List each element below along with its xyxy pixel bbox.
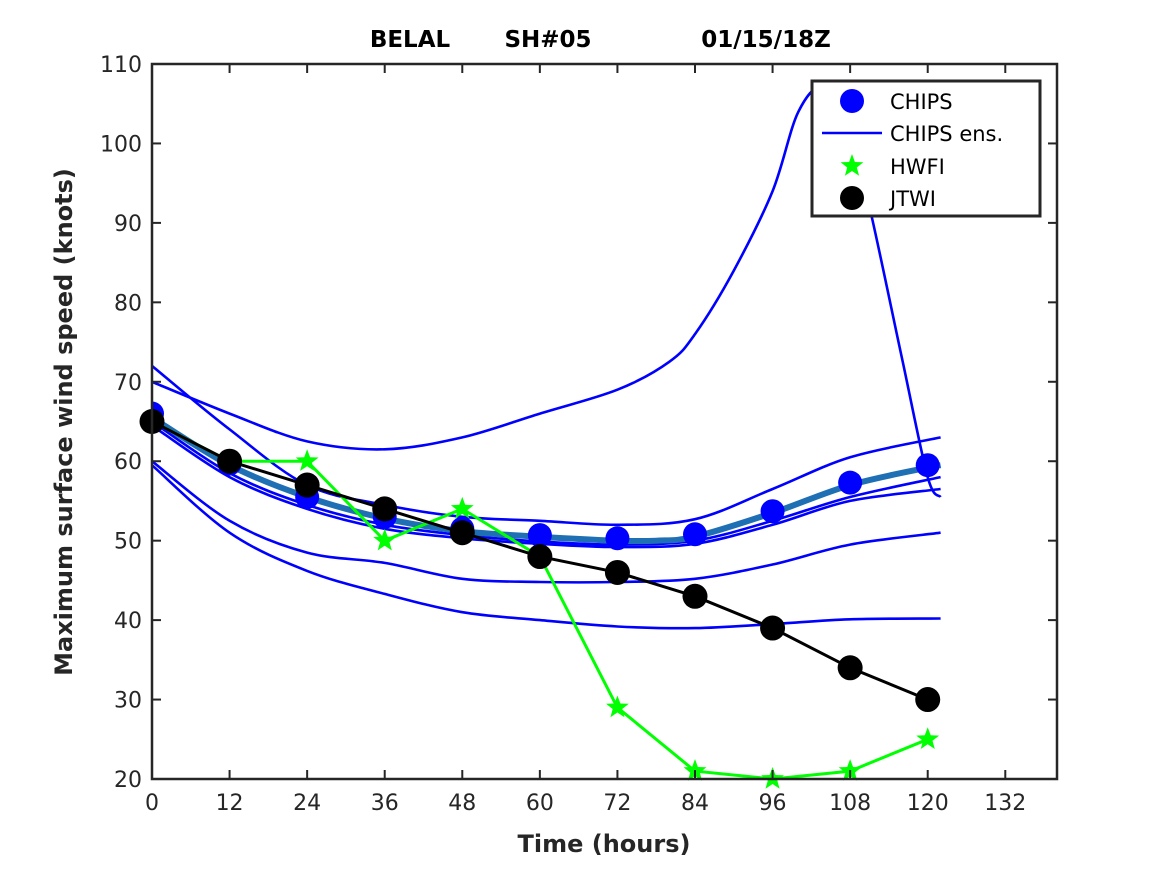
chips-point-84h — [683, 522, 707, 547]
jtwi-point-24h — [294, 472, 320, 498]
chips-mean-line — [152, 414, 942, 545]
jtwi-point-60h — [527, 544, 553, 570]
jtwi-point-36h — [372, 496, 398, 522]
title-storm-name: BELAL — [370, 27, 451, 53]
chips-point-108h — [838, 470, 863, 495]
hwfi-point-108h — [838, 759, 862, 781]
y-tick-label-50: 50 — [114, 530, 142, 555]
y-tick-label-40: 40 — [114, 609, 142, 634]
y-axis-label: Maximum surface wind speed (knots) — [50, 168, 78, 676]
x-tick-label-24: 24 — [293, 791, 321, 816]
legend-chips-label: CHIPS — [890, 90, 953, 114]
axes: 0 12 24 36 48 60 72 84 96 108 120 132 20 30 40 50 60 70 80… — [100, 53, 1059, 816]
hwfi-point-48h — [450, 496, 474, 519]
jtwi-point-72h — [604, 559, 630, 585]
x-tick-label-84: 84 — [681, 791, 709, 816]
chart-title: BELAL SH#05 01/15/18Z — [370, 27, 831, 53]
jtwi-point-108h — [837, 655, 863, 681]
y-tick-label-30: 30 — [114, 689, 142, 714]
x-tick-label-0: 0 — [145, 791, 159, 816]
legend-jtwi-label: JTWI — [888, 187, 936, 211]
title-storm-id: SH#05 — [504, 27, 591, 53]
x-tick-label-36: 36 — [371, 791, 399, 816]
title-timestamp: 01/15/18Z — [701, 27, 831, 53]
chips-point-120h — [915, 453, 940, 478]
hwfi-point-24h — [295, 449, 319, 471]
hwfi-point-36h — [373, 528, 397, 551]
jtwi-point-96h — [760, 615, 786, 641]
jtwi-point-12h — [217, 448, 243, 474]
x-axis-label: Time (hours) — [518, 830, 691, 858]
jtwi-point-48h — [449, 520, 475, 546]
hwfi-point-84h — [683, 759, 707, 781]
y-tick-label-60: 60 — [114, 450, 142, 475]
x-tick-label-72: 72 — [603, 791, 631, 816]
x-tick-label-120: 120 — [907, 791, 949, 816]
legend-jtwi-marker — [840, 186, 864, 210]
legend-hwfi-marker — [840, 154, 864, 176]
x-tick-label-132: 132 — [984, 791, 1026, 816]
y-tick-label-100: 100 — [100, 132, 142, 157]
jtwi-point-120h — [915, 687, 941, 713]
legend-chips-ens-label: CHIPS ens. — [890, 122, 1003, 146]
chips-point-72h — [605, 526, 630, 551]
x-tick-label-48: 48 — [448, 791, 476, 816]
hwfi-point-72h — [606, 695, 629, 718]
y-tick-label-20: 20 — [114, 768, 142, 793]
axes-frame — [150, 62, 1059, 781]
chips-ensemble-line-1 — [152, 85, 942, 498]
x-tick-label-60: 60 — [526, 791, 554, 816]
legend: CHIPS CHIPS ens. HWFI JTWI — [810, 79, 1042, 218]
chips-ensemble-line-5 — [152, 460, 941, 584]
y-tick-label-80: 80 — [114, 291, 142, 316]
chips-ensemble-line-6 — [152, 464, 941, 630]
y-tick-label-110: 110 — [100, 53, 142, 78]
x-tick-label-96: 96 — [759, 791, 787, 816]
hwfi-point-120h — [916, 727, 940, 749]
chips-point-60h — [527, 523, 552, 548]
x-tick-label-108: 108 — [829, 791, 871, 816]
chips-ensemble-line-2 — [152, 364, 941, 527]
chips-point-96h — [760, 499, 785, 524]
hwfi-line — [152, 420, 929, 779]
y-tick-label-90: 90 — [114, 212, 142, 237]
plot-area — [139, 85, 942, 789]
legend-hwfi-label: HWFI — [890, 155, 945, 179]
jtwi-point-84h — [682, 583, 708, 609]
x-tick-label-12: 12 — [216, 791, 244, 816]
legend-chips-marker — [840, 89, 864, 113]
y-tick-label-70: 70 — [114, 371, 142, 396]
